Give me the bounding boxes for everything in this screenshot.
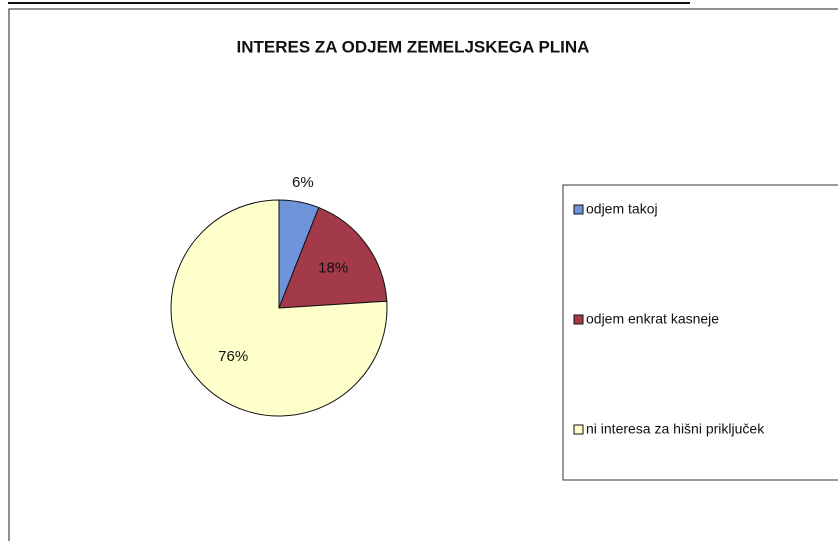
legend-swatch [573, 204, 584, 215]
legend-label: odjem takoj [586, 201, 658, 217]
data-label: 18% [318, 260, 348, 277]
legend-swatch [573, 424, 584, 435]
legend-swatch [573, 314, 584, 325]
pie-slice [170, 199, 388, 417]
legend: odjem takoj odjem enkrat kasneje ni intere… [562, 184, 838, 481]
pie-slice [278, 206, 388, 309]
data-label: 76% [218, 348, 248, 365]
chart-title: INTERES ZA ODJEM ZEMELJSKEGA PLINA [237, 37, 590, 56]
legend-label: odjem enkrat kasneje [586, 311, 719, 327]
data-label: 6% [292, 174, 314, 191]
legend-box [562, 184, 838, 481]
legend-label: ni interesa za hišni priključek [586, 421, 765, 437]
